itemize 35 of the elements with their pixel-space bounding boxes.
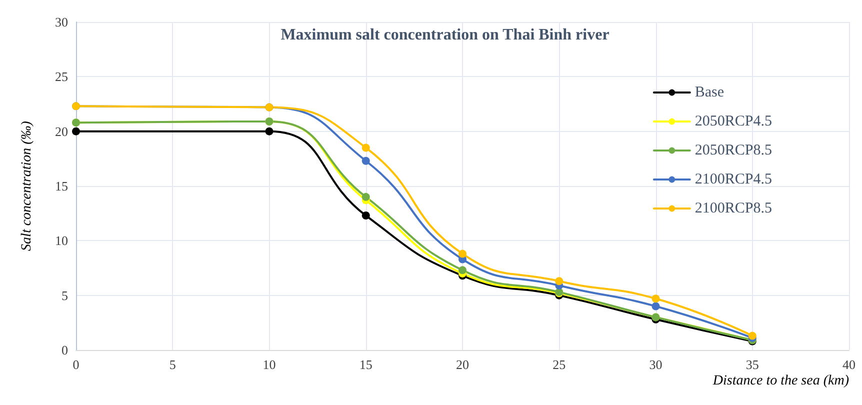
point (362, 144, 370, 152)
point (458, 250, 466, 258)
point (362, 156, 370, 165)
y-tick-label: 25 (55, 69, 68, 84)
legend-label: 2100RCP4.5 (694, 172, 772, 188)
x-tick-label: 0 (72, 357, 80, 372)
x-tick-label: 5 (169, 357, 176, 372)
legend-label: 2050RCP8.5 (694, 142, 772, 158)
x-tick-label: 15 (359, 357, 372, 372)
point (362, 192, 370, 201)
y-axis-title: Salt concentration (‰) (20, 120, 34, 251)
x-tick-label: 25 (552, 357, 566, 372)
x-tick-label: 10 (262, 357, 276, 372)
point (652, 302, 660, 310)
legend-label: Base (694, 84, 724, 100)
legend-label: 2100RCP8.5 (694, 200, 772, 216)
point (72, 127, 80, 136)
y-tick-label: 5 (62, 288, 68, 303)
y-tick-label: 10 (55, 233, 68, 248)
legend-label: 2050RCP4.5 (694, 114, 772, 130)
y-tick-label: 30 (55, 14, 68, 30)
point (265, 127, 274, 136)
x-tick-label: 20 (456, 357, 469, 372)
x-tick-label: 35 (746, 357, 759, 372)
x-axis-title: Distance to the sea (km) (712, 374, 850, 388)
point (652, 294, 660, 303)
point (362, 212, 370, 220)
y-tick-label: 0 (62, 342, 68, 358)
y-tick-label: 20 (55, 124, 68, 139)
x-tick-label: 40 (842, 357, 856, 372)
y-tick-label: 15 (55, 178, 68, 194)
point (458, 266, 466, 274)
x-tick-label: 30 (649, 357, 662, 372)
point (555, 277, 564, 286)
chart-title: Maximum salt concentration on Thai Binh river (280, 26, 610, 44)
